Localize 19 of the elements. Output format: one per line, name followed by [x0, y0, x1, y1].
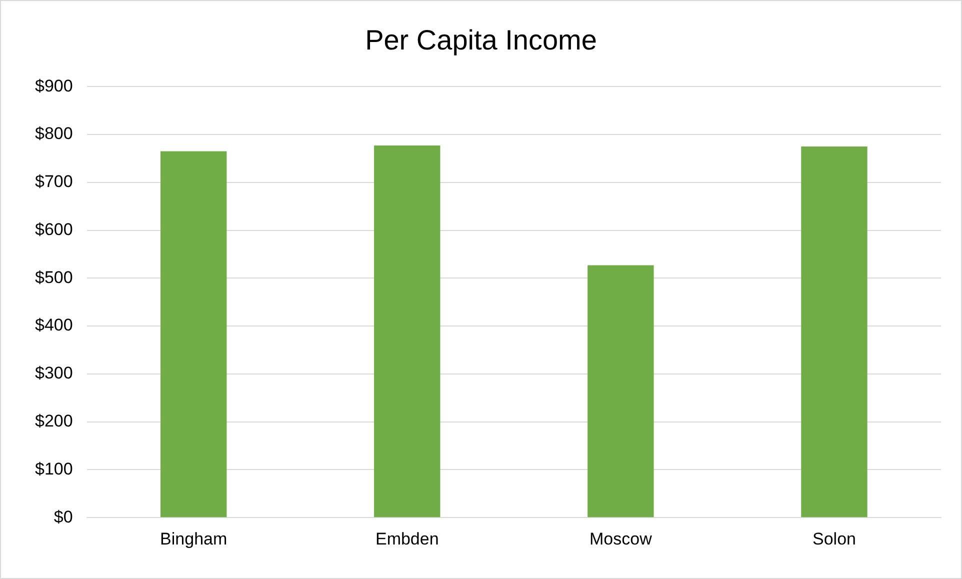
chart-title: Per Capita Income: [365, 24, 597, 56]
y-tick-label: $200: [34, 412, 73, 431]
bar: [160, 151, 227, 518]
y-tick-label: $700: [34, 172, 73, 192]
bar: [801, 146, 868, 518]
y-tick-label: $900: [34, 76, 73, 96]
y-tick-label: $600: [34, 220, 73, 239]
x-tick-label: Solon: [812, 529, 856, 548]
bar: [374, 146, 440, 518]
x-tick-label: Embden: [375, 529, 439, 548]
x-tick-label: Bingham: [160, 529, 228, 548]
y-tick-label: $500: [34, 268, 73, 287]
y-tick-label: $300: [34, 364, 73, 383]
x-tick-label: Moscow: [590, 529, 653, 548]
y-tick-label: $100: [34, 459, 73, 478]
y-tick-label: $800: [34, 124, 73, 144]
y-tick-label: $0: [54, 507, 73, 526]
bar: [588, 265, 654, 518]
y-tick-label: $400: [34, 316, 73, 335]
